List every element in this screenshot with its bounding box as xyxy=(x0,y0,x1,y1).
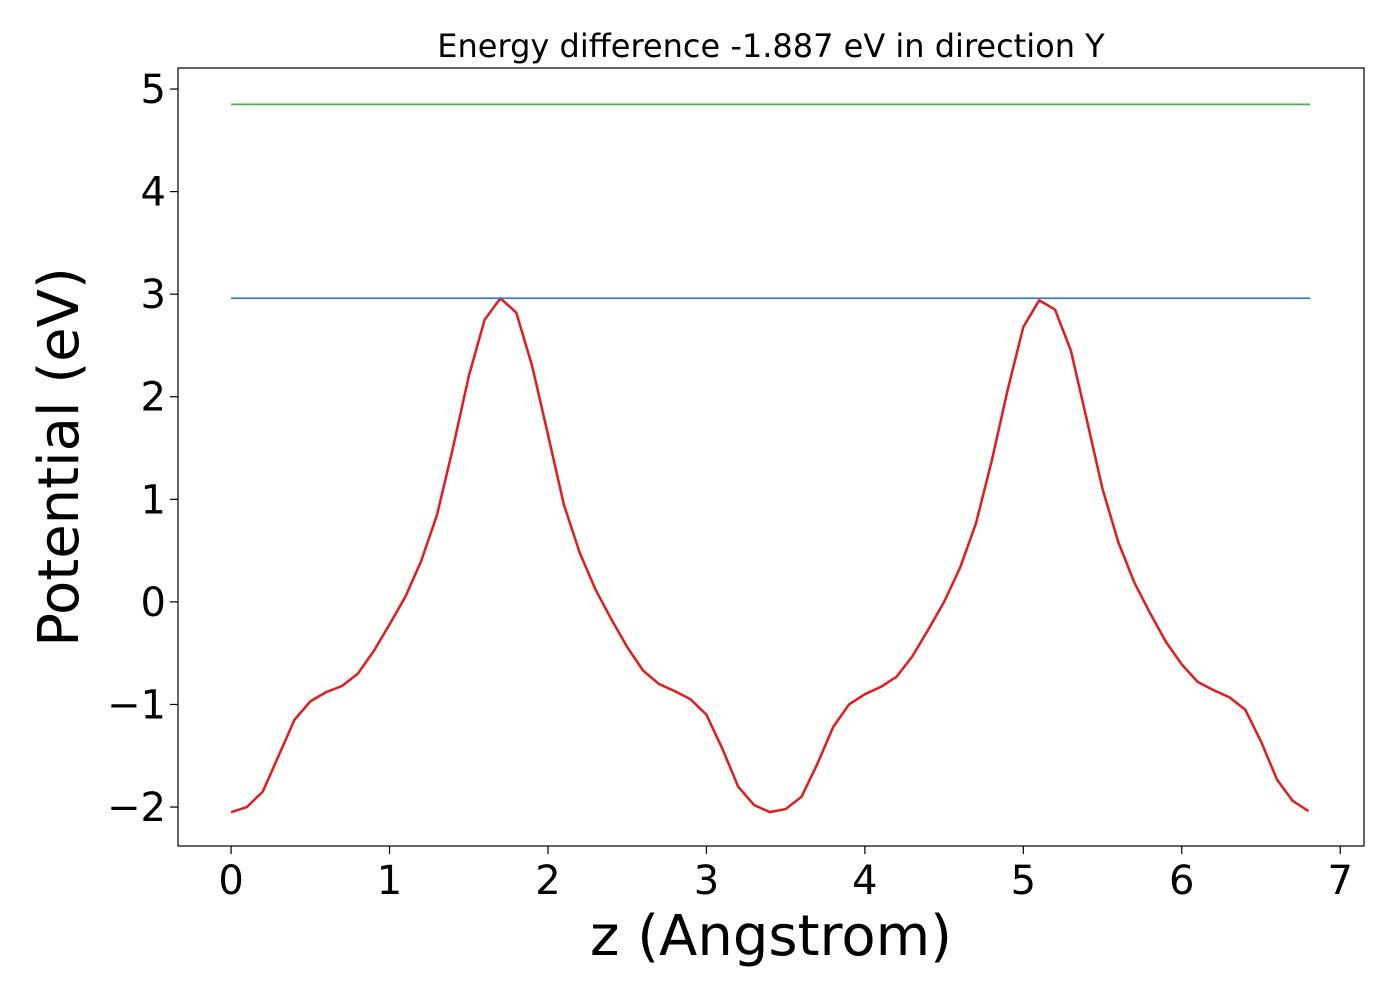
x-axis-label: z (Angstrom) xyxy=(590,904,952,969)
x-tick-label: 4 xyxy=(852,858,877,904)
x-tick-label: 6 xyxy=(1169,858,1194,904)
x-tick-label: 7 xyxy=(1328,858,1353,904)
x-tick-label: 5 xyxy=(1011,858,1036,904)
y-tick-label: 0 xyxy=(141,580,166,626)
y-tick-label: 1 xyxy=(141,477,166,523)
y-axis-label: Potential (eV) xyxy=(27,267,92,647)
y-tick-label: 2 xyxy=(141,375,166,421)
y-tick-label: −1 xyxy=(107,682,166,728)
x-tick-label: 0 xyxy=(218,858,243,904)
x-tick-label: 2 xyxy=(535,858,560,904)
y-tick-label: −2 xyxy=(107,785,166,831)
y-tick-label: 3 xyxy=(141,272,166,318)
x-tick-label: 1 xyxy=(377,858,402,904)
y-tick-label: 5 xyxy=(141,67,166,113)
x-tick-label: 3 xyxy=(694,858,719,904)
chart-title: Energy difference -1.887 eV in direction… xyxy=(437,27,1105,65)
y-tick-label: 4 xyxy=(141,170,166,216)
series-line xyxy=(230,297,1310,814)
plot-frame xyxy=(177,67,1365,847)
